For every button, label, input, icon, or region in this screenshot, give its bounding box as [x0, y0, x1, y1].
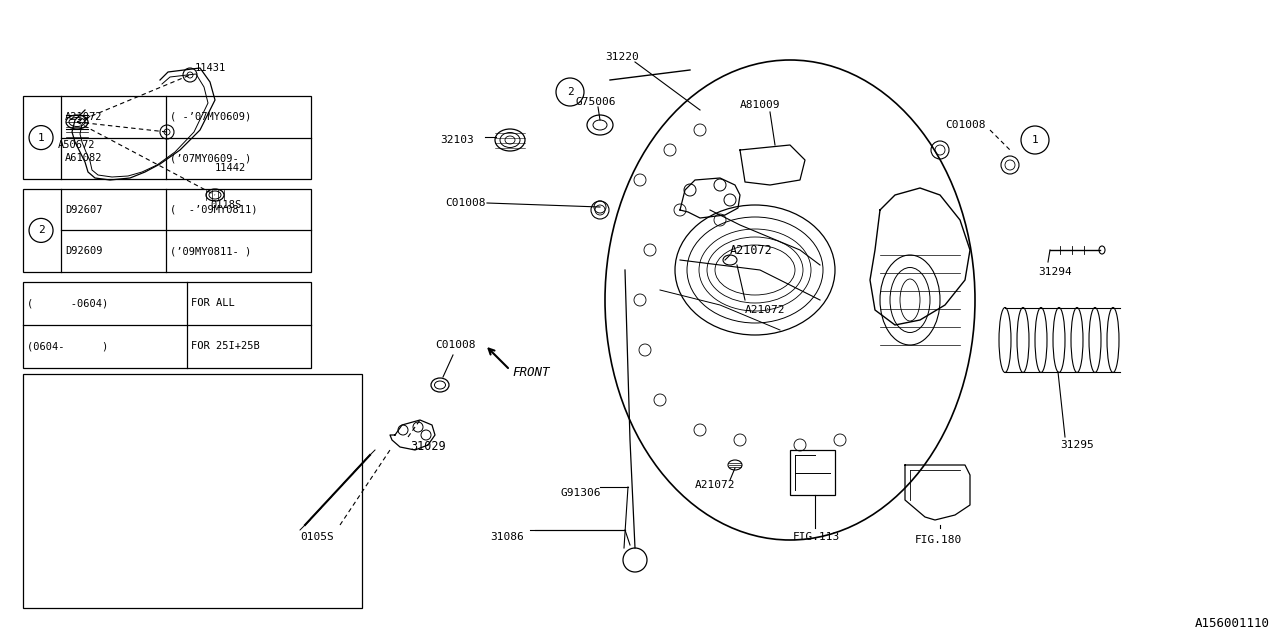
Text: D92609: D92609: [65, 246, 102, 256]
Text: A81009: A81009: [740, 100, 781, 110]
Text: C01008: C01008: [435, 340, 475, 350]
Text: 2: 2: [37, 225, 45, 236]
Text: (      -0604): ( -0604): [27, 298, 109, 308]
Text: A21072: A21072: [745, 305, 786, 315]
Bar: [23, 374, 362, 608]
Text: A61082: A61082: [65, 154, 102, 163]
Text: (  -’09MY0811): ( -’09MY0811): [170, 205, 257, 214]
Text: 0118S: 0118S: [210, 200, 241, 210]
Text: (’07MY0609- ): (’07MY0609- ): [170, 154, 251, 163]
Text: 1: 1: [1032, 135, 1038, 145]
Text: C01008: C01008: [945, 120, 986, 130]
Text: 31029: 31029: [410, 440, 445, 454]
Bar: [23, 189, 311, 272]
Text: (’09MY0811- ): (’09MY0811- ): [170, 246, 251, 256]
Bar: [790, 450, 835, 495]
Text: A21072: A21072: [695, 480, 736, 490]
Text: FOR ALL: FOR ALL: [191, 298, 236, 308]
Text: (0604-      ): (0604- ): [27, 341, 109, 351]
Text: C01008: C01008: [445, 198, 485, 208]
Text: 2: 2: [567, 87, 573, 97]
Text: A50672: A50672: [58, 140, 96, 150]
Text: 0105S: 0105S: [300, 532, 334, 542]
Text: FIG.113: FIG.113: [794, 532, 840, 542]
Text: D92607: D92607: [65, 205, 102, 214]
Text: A21072: A21072: [730, 243, 773, 257]
Text: 31295: 31295: [1060, 440, 1093, 450]
Text: ( -’07MY0609): ( -’07MY0609): [170, 112, 251, 122]
Text: 31086: 31086: [490, 532, 524, 542]
Text: 31220: 31220: [605, 52, 639, 62]
Text: FRONT: FRONT: [512, 365, 549, 378]
Text: 11431: 11431: [195, 63, 227, 73]
Bar: [23, 282, 311, 368]
Text: 31294: 31294: [1038, 267, 1071, 277]
Text: FOR 25I+25B: FOR 25I+25B: [191, 341, 260, 351]
Text: G91306: G91306: [561, 488, 600, 498]
Text: 11442: 11442: [215, 163, 246, 173]
Text: A21072: A21072: [65, 112, 102, 122]
Text: A156001110: A156001110: [1196, 617, 1270, 630]
Text: FIG.180: FIG.180: [915, 535, 963, 545]
Text: 1: 1: [37, 132, 45, 143]
Text: G75006: G75006: [575, 97, 616, 107]
Text: 32103: 32103: [440, 135, 474, 145]
Bar: [23, 96, 311, 179]
